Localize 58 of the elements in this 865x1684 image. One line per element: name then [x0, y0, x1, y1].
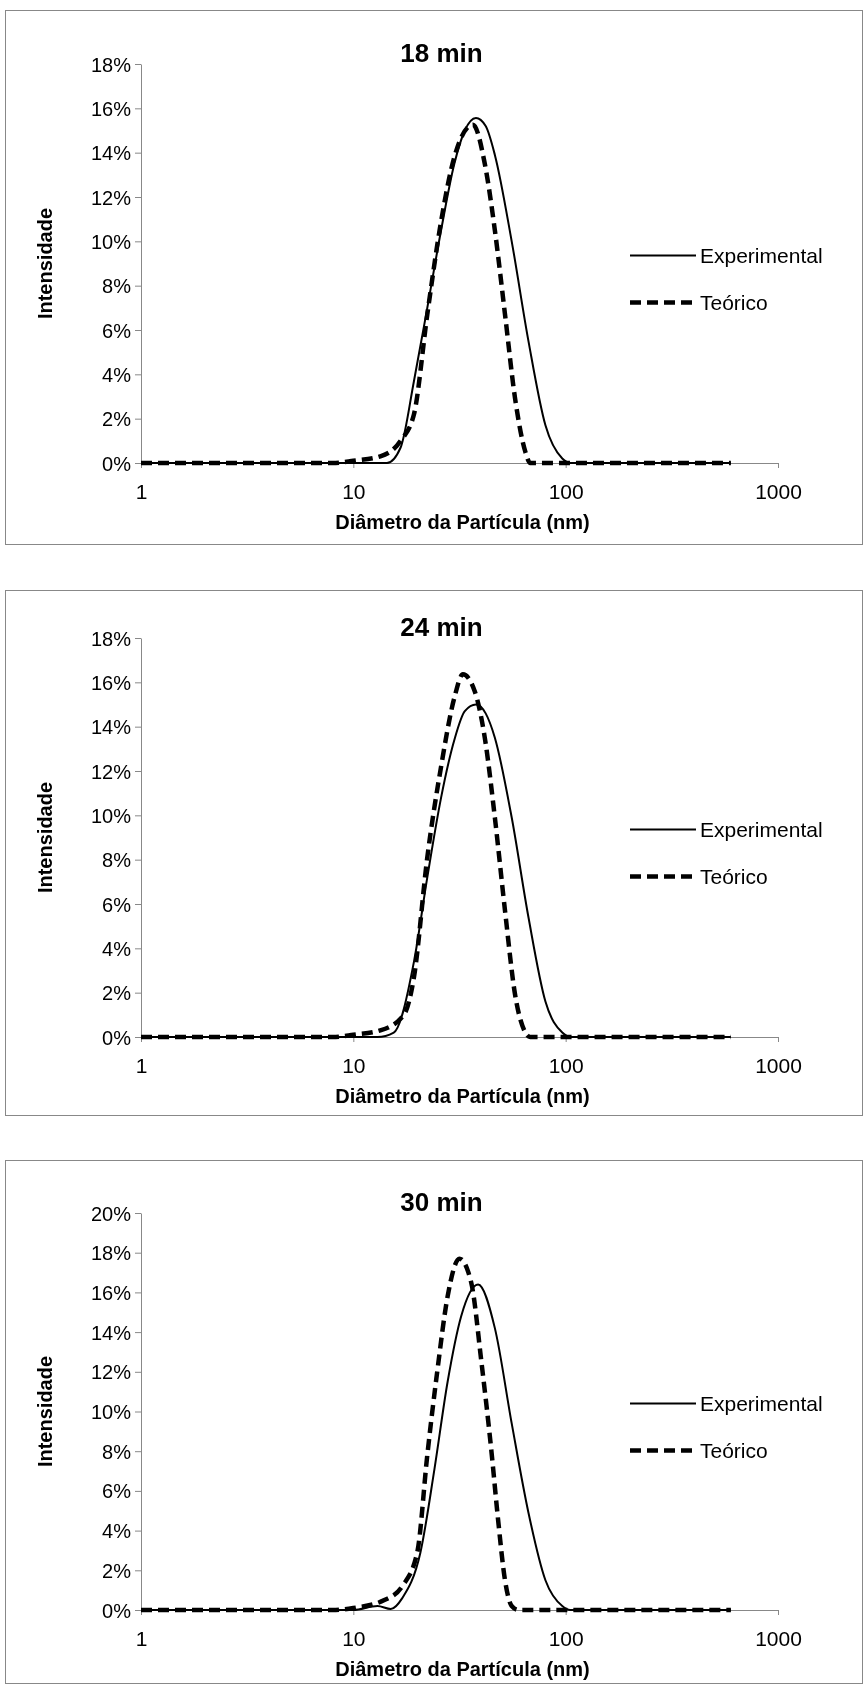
- y-tick-label: 0%: [102, 1026, 132, 1049]
- y-tick-label: 0%: [102, 452, 132, 475]
- x-tick-label: 1: [135, 1054, 148, 1078]
- y-tick-label: 16%: [90, 1281, 132, 1304]
- y-tick-label: 4%: [102, 1520, 132, 1543]
- y-tick-label: 10%: [90, 230, 132, 253]
- x-tick-label: 1000: [755, 1627, 802, 1651]
- x-axis-title: Diâmetro da Partícula (nm): [335, 511, 590, 533]
- x-tick-label: 1: [135, 480, 148, 504]
- y-tick-label: 16%: [90, 97, 132, 120]
- y-tick-label: 2%: [102, 982, 132, 1005]
- x-tick-label: 100: [548, 1627, 584, 1651]
- x-axis-title: Diâmetro da Partícula (nm): [335, 1658, 590, 1680]
- x-tick-label: 100: [548, 1054, 584, 1078]
- y-axis-title: Intensidade: [34, 207, 56, 320]
- x-tick-label: 1000: [755, 1054, 802, 1078]
- chart-title: 24 min: [400, 612, 483, 642]
- y-tick-label: 6%: [102, 893, 132, 916]
- y-tick-label: 8%: [102, 849, 132, 872]
- y-tick-label: 14%: [90, 1321, 132, 1344]
- y-tick-label: 2%: [102, 408, 132, 431]
- legend-label: Teórico: [700, 864, 768, 888]
- y-tick-label: 12%: [90, 186, 132, 209]
- y-tick-label: 10%: [90, 804, 132, 827]
- y-tick-label: 18%: [90, 1242, 132, 1265]
- y-tick-label: 8%: [102, 1440, 132, 1463]
- y-tick-label: 2%: [102, 1559, 132, 1582]
- x-tick-label: 10: [342, 1627, 366, 1651]
- x-tick-label: 10: [342, 1054, 366, 1078]
- legend-label: Experimental: [700, 817, 823, 841]
- y-tick-label: 12%: [90, 1361, 132, 1384]
- y-axis-title: Intensidade: [34, 781, 56, 894]
- x-tick-label: 100: [548, 480, 584, 504]
- y-tick-label: 10%: [90, 1401, 132, 1423]
- legend-label: Experimental: [700, 243, 823, 267]
- x-axis-title: Diâmetro da Partícula (nm): [335, 1085, 590, 1107]
- y-tick-label: 12%: [90, 760, 132, 783]
- legend-label: Experimental: [700, 1391, 823, 1415]
- y-tick-label: 6%: [102, 1480, 132, 1503]
- x-tick-label: 1: [135, 1627, 148, 1651]
- y-tick-label: 6%: [102, 319, 132, 342]
- chart-title: 18 min: [400, 38, 483, 68]
- x-tick-label: 10: [342, 480, 366, 504]
- legend-label: Teórico: [700, 290, 768, 314]
- legend-label: Teórico: [700, 1438, 768, 1462]
- y-tick-label: 16%: [90, 671, 132, 694]
- chart-title: 30 min: [400, 1187, 483, 1217]
- y-tick-label: 14%: [90, 142, 132, 165]
- y-axis-title: Intensidade: [34, 1355, 56, 1468]
- y-tick-label: 18%: [90, 53, 132, 76]
- y-tick-label: 20%: [90, 1202, 132, 1225]
- y-tick-label: 18%: [90, 627, 132, 650]
- y-tick-label: 14%: [90, 716, 132, 739]
- y-tick-label: 0%: [102, 1599, 132, 1622]
- x-tick-label: 1000: [755, 480, 802, 504]
- y-tick-label: 4%: [102, 363, 132, 386]
- y-tick-label: 8%: [102, 275, 132, 298]
- y-tick-label: 4%: [102, 937, 132, 960]
